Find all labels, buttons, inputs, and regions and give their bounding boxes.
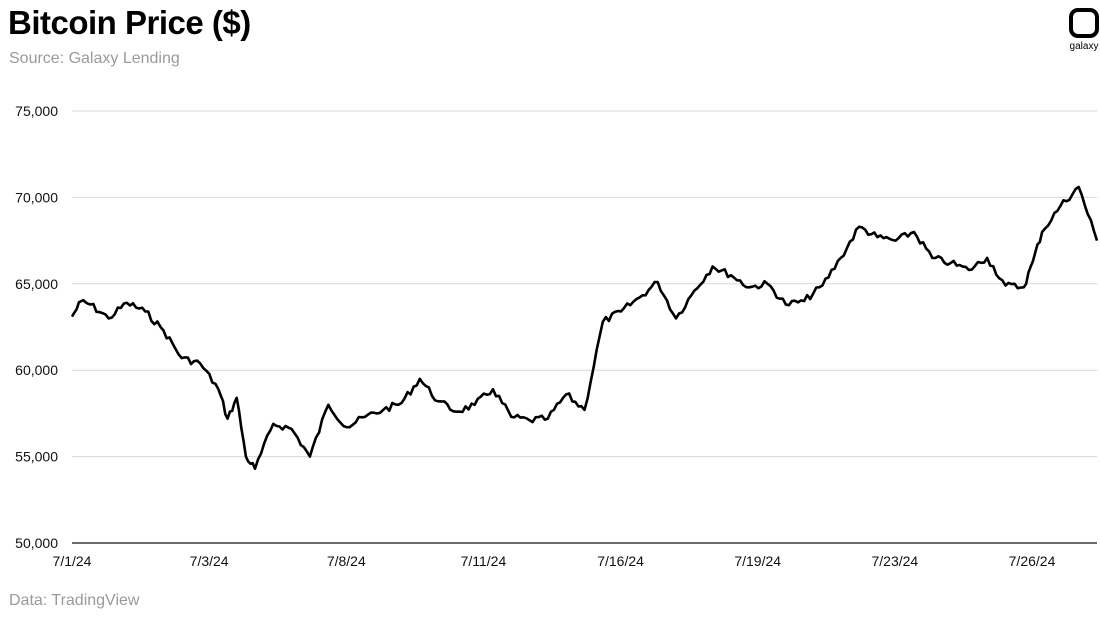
- y-tick-label: 65,000: [15, 276, 58, 292]
- x-tick-label: 7/16/24: [597, 553, 644, 569]
- chart-subtitle: Source: Galaxy Lending: [9, 50, 180, 67]
- y-tick-label: 60,000: [15, 362, 58, 378]
- x-tick-label: 7/11/24: [461, 553, 507, 569]
- chart-title: Bitcoin Price ($): [8, 4, 251, 41]
- y-tick-label: 70,000: [15, 189, 58, 205]
- logo-text: galaxy: [1069, 41, 1099, 52]
- data-source-note: Data: TradingView: [9, 592, 140, 609]
- gridlines: [72, 110, 1097, 544]
- y-axis-ticks: 50,000 55,000 60,000 65,000 70,000 75,000: [15, 103, 58, 551]
- x-tick-label: 7/8/24: [327, 553, 366, 569]
- y-tick-label: 50,000: [15, 535, 58, 551]
- x-tick-label: 7/19/24: [734, 553, 781, 569]
- y-tick-label: 55,000: [15, 449, 58, 465]
- x-tick-label: 7/1/24: [53, 553, 92, 569]
- series-group: [70, 185, 1099, 470]
- galaxy-logo-icon: [1069, 8, 1099, 38]
- x-tick-label: 7/23/24: [871, 553, 918, 569]
- x-tick-label: 7/3/24: [190, 553, 229, 569]
- x-tick-label: 7/26/24: [1009, 553, 1056, 569]
- bitcoin-price-line: [70, 185, 1099, 470]
- x-axis-ticks: 7/1/24 7/3/24 7/8/24 7/11/24 7/16/24 7/19/24 7…: [53, 553, 1056, 569]
- y-tick-label: 75,000: [15, 103, 58, 119]
